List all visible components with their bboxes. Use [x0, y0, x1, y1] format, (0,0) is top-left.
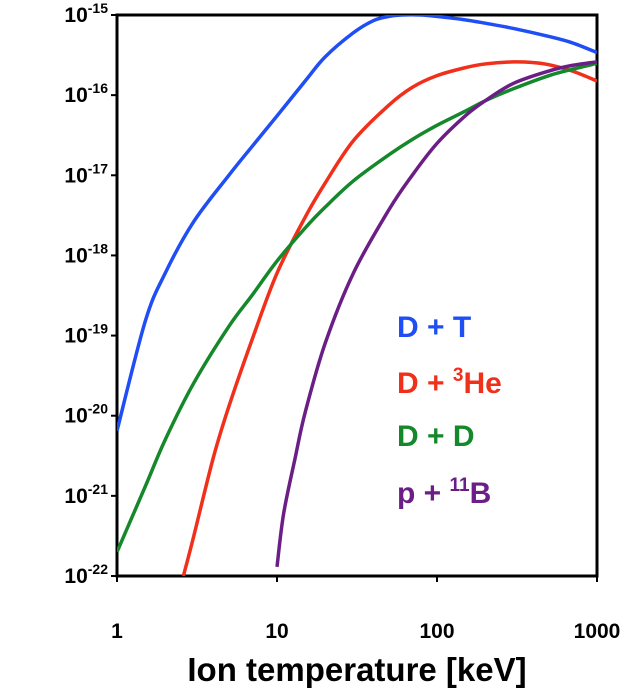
y-tick-exponent: -19 — [88, 321, 108, 337]
legend-entry-text: p + — [397, 477, 450, 510]
legend-entry-text: B — [470, 477, 492, 510]
y-tick-exponent: -16 — [88, 80, 108, 96]
legend-entry: D + T — [397, 311, 471, 344]
y-tick-base: 10 — [64, 244, 87, 267]
legend-entry-text: D — [453, 420, 475, 453]
x-axis-title: Ion temperature [keV] — [187, 651, 526, 688]
y-tick-label: 10-20 — [64, 401, 108, 428]
y-tick-label: 10-18 — [64, 240, 108, 267]
y-tick-exponent: -15 — [88, 0, 108, 16]
y-tick-exponent: -21 — [88, 481, 108, 497]
legend-entry-text: D + — [397, 311, 453, 344]
x-tick-label: 100 — [419, 620, 454, 643]
y-tick-base: 10 — [64, 4, 87, 27]
legend-entry-text: He — [463, 367, 501, 400]
series-line — [117, 61, 597, 553]
y-tick-exponent: -17 — [88, 160, 108, 176]
legend-entry: p + 11B — [397, 475, 491, 510]
y-tick-exponent: -18 — [88, 240, 108, 256]
y-tick-base: 10 — [64, 565, 87, 588]
series-line — [275, 60, 597, 568]
legend-entry-text: D + — [397, 420, 453, 453]
y-tick-base: 10 — [64, 164, 87, 187]
series-line — [117, 15, 597, 432]
legend-entry: D + D — [397, 420, 475, 453]
y-tick-base: 10 — [64, 485, 87, 508]
y-tick-label: 10-22 — [64, 561, 108, 588]
series-lines — [117, 15, 597, 576]
legend-entry-text: T — [453, 311, 471, 344]
y-tick-label: 10-17 — [64, 160, 108, 187]
x-tick-label: 10 — [265, 620, 288, 643]
legend-entry-superscript: 3 — [453, 365, 464, 386]
legend-entry-text: D + — [397, 367, 453, 400]
y-tick-base: 10 — [64, 325, 87, 348]
y-tick-label: 10-15 — [64, 0, 108, 27]
y-tick-label: 10-21 — [64, 481, 108, 508]
x-tick-label: 1 — [111, 620, 123, 643]
x-axis-ticks: 1 10 100 1000 — [111, 576, 620, 643]
y-tick-exponent: -20 — [88, 401, 108, 417]
y-tick-label: 10-19 — [64, 321, 108, 348]
plot-frame — [115, 13, 599, 578]
y-tick-label: 10-16 — [64, 80, 108, 107]
y-tick-exponent: -22 — [88, 561, 108, 577]
y-tick-base: 10 — [64, 84, 87, 107]
y-tick-base: 10 — [64, 405, 87, 428]
series-line — [181, 60, 597, 576]
legend-entry-superscript: 11 — [450, 475, 471, 496]
legend-entry: D + 3He — [397, 365, 502, 400]
x-tick-label: 1000 — [574, 620, 621, 643]
